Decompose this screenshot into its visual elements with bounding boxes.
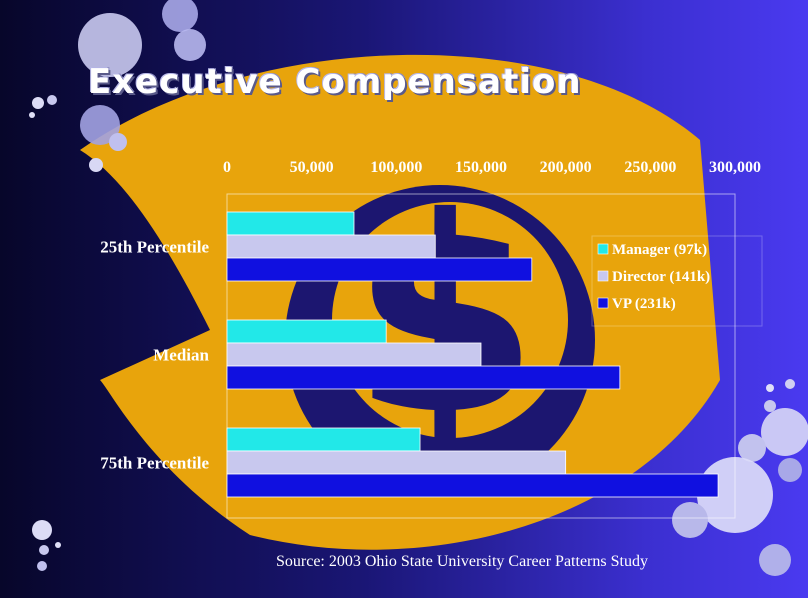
x-tick-label: 50,000 bbox=[290, 159, 334, 176]
bubble-decoration bbox=[47, 95, 57, 105]
bar-vp bbox=[226, 365, 621, 390]
bar-vp bbox=[226, 257, 533, 282]
bubble-decoration bbox=[738, 434, 766, 462]
bubble-decoration bbox=[778, 458, 802, 482]
category-label: 25th Percentile bbox=[100, 238, 209, 257]
x-tick-label: 150,000 bbox=[455, 159, 507, 176]
bar-manager bbox=[226, 427, 421, 452]
bubble-decoration bbox=[759, 544, 791, 576]
bubble-decoration bbox=[78, 13, 142, 77]
legend-swatch bbox=[597, 297, 609, 309]
x-tick-label: 0 bbox=[223, 159, 231, 176]
bar-director bbox=[226, 450, 567, 475]
bubble-decoration bbox=[32, 97, 44, 109]
legend-swatch bbox=[597, 243, 609, 255]
bubble-decoration bbox=[29, 112, 35, 118]
bubble-decoration bbox=[785, 379, 795, 389]
x-tick-label: 200,000 bbox=[540, 159, 592, 176]
legend-label: VP (231k) bbox=[612, 296, 676, 312]
bubble-decoration bbox=[55, 542, 61, 548]
bubble-decoration bbox=[174, 29, 206, 61]
bar-manager bbox=[226, 211, 355, 236]
slide-title: Executive Compensation bbox=[88, 62, 582, 102]
dollar-sign-icon: $ bbox=[351, 159, 539, 474]
bubble-decoration bbox=[162, 0, 198, 32]
bubble-decoration bbox=[761, 408, 808, 456]
bubble-decoration bbox=[109, 133, 127, 151]
bubble-decoration bbox=[32, 520, 52, 540]
legend-label: Manager (97k) bbox=[612, 242, 707, 258]
bubble-decoration bbox=[80, 105, 120, 145]
bubble-decoration bbox=[39, 545, 49, 555]
bar-vp bbox=[226, 473, 719, 498]
category-label: 75th Percentile bbox=[100, 454, 209, 473]
x-tick-label: 300,000 bbox=[709, 159, 761, 176]
source-note: Source: 2003 Ohio State University Caree… bbox=[276, 553, 648, 570]
bubble-decoration bbox=[766, 384, 774, 392]
bubble-decoration bbox=[672, 502, 708, 538]
legend-box bbox=[591, 235, 763, 327]
bar-director bbox=[226, 342, 482, 367]
legend-label: Director (141k) bbox=[612, 269, 710, 285]
legend-swatch bbox=[597, 270, 609, 282]
bubble-decoration bbox=[764, 400, 776, 412]
x-tick-label: 100,000 bbox=[370, 159, 422, 176]
bubble-decoration bbox=[89, 158, 103, 172]
category-label: Median bbox=[153, 346, 209, 365]
bar-manager bbox=[226, 319, 387, 344]
bar-director bbox=[226, 234, 436, 259]
x-tick-label: 250,000 bbox=[624, 159, 676, 176]
bubble-decoration bbox=[37, 561, 47, 571]
